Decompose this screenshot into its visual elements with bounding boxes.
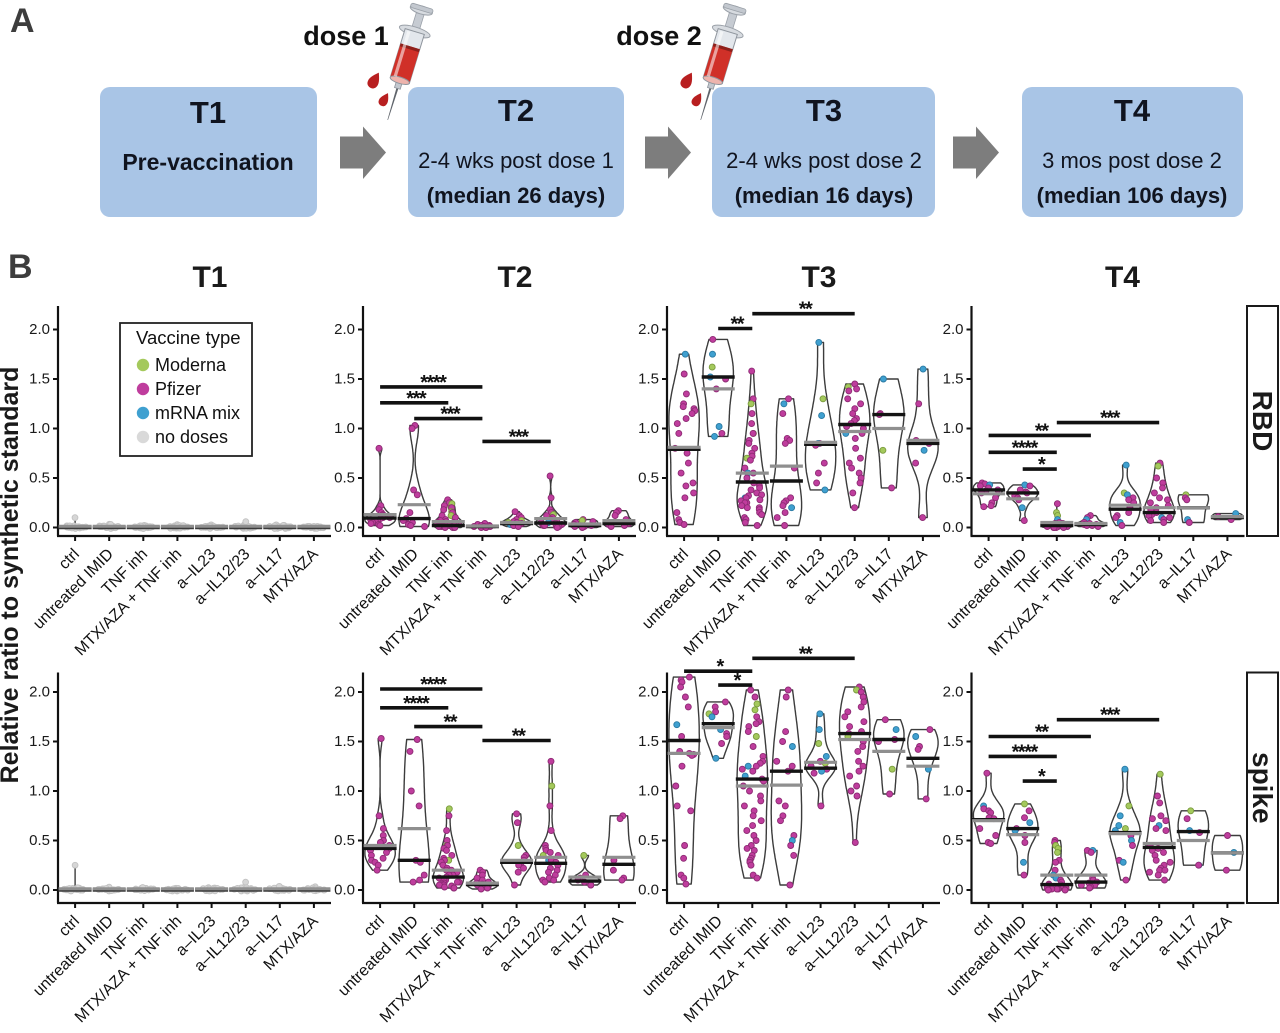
svg-text:Relative ratio to synthetic st: Relative ratio to synthetic standard <box>0 367 24 784</box>
svg-text:2.0: 2.0 <box>943 321 964 338</box>
svg-text:**: ** <box>512 726 526 748</box>
svg-text:T1: T1 <box>192 261 227 294</box>
svg-text:2.0: 2.0 <box>29 321 50 338</box>
svg-text:1.5: 1.5 <box>943 733 964 750</box>
svg-text:B: B <box>8 248 33 286</box>
svg-text:Moderna: Moderna <box>155 355 227 375</box>
svg-text:1.0: 1.0 <box>29 420 50 437</box>
svg-text:T1: T1 <box>190 95 226 130</box>
svg-text:T2: T2 <box>497 261 532 294</box>
svg-text:***: *** <box>509 426 530 448</box>
svg-text:0.0: 0.0 <box>638 882 659 899</box>
svg-text:**: ** <box>731 314 745 336</box>
svg-text:***: *** <box>406 388 427 410</box>
svg-text:T3: T3 <box>801 261 836 294</box>
svg-text:1.0: 1.0 <box>638 420 659 437</box>
svg-text:dose 1: dose 1 <box>303 21 389 51</box>
svg-text:****: **** <box>403 693 430 715</box>
svg-text:T3: T3 <box>806 93 842 128</box>
svg-text:1.0: 1.0 <box>943 420 964 437</box>
svg-text:**: ** <box>1035 420 1049 442</box>
svg-text:2-4 wks post dose 2: 2-4 wks post dose 2 <box>726 148 922 173</box>
svg-text:*: * <box>734 670 742 692</box>
svg-text:no doses: no doses <box>155 427 228 447</box>
svg-text:mRNA mix: mRNA mix <box>155 403 240 423</box>
svg-text:0.5: 0.5 <box>638 832 659 849</box>
svg-text:**: ** <box>799 299 813 321</box>
svg-text:0.5: 0.5 <box>334 470 355 487</box>
svg-text:Pre-vaccination: Pre-vaccination <box>122 149 293 175</box>
svg-text:1.0: 1.0 <box>334 783 355 800</box>
svg-text:1.5: 1.5 <box>29 733 50 750</box>
svg-text:0.0: 0.0 <box>943 519 964 536</box>
svg-text:****: **** <box>420 674 447 696</box>
svg-text:(median 16 days): (median 16 days) <box>735 183 914 208</box>
svg-text:2.0: 2.0 <box>638 684 659 701</box>
svg-text:0.0: 0.0 <box>29 519 50 536</box>
svg-text:0.5: 0.5 <box>29 470 50 487</box>
svg-text:2.0: 2.0 <box>334 684 355 701</box>
svg-text:1.0: 1.0 <box>943 783 964 800</box>
svg-text:****: **** <box>420 372 447 394</box>
svg-text:****: **** <box>1012 741 1039 763</box>
svg-text:1.0: 1.0 <box>29 783 50 800</box>
svg-text:2.0: 2.0 <box>638 321 659 338</box>
svg-text:1.5: 1.5 <box>638 733 659 750</box>
svg-text:***: *** <box>1100 705 1121 727</box>
svg-text:1.5: 1.5 <box>334 733 355 750</box>
svg-text:(median 26 days): (median 26 days) <box>427 183 606 208</box>
svg-text:0.0: 0.0 <box>334 882 355 899</box>
svg-text:2.0: 2.0 <box>29 684 50 701</box>
svg-text:***: *** <box>1100 408 1121 430</box>
svg-text:(median 106 days): (median 106 days) <box>1037 183 1228 208</box>
svg-text:0.0: 0.0 <box>943 882 964 899</box>
svg-text:***: *** <box>440 404 461 426</box>
svg-text:**: ** <box>1035 722 1049 744</box>
svg-text:1.0: 1.0 <box>638 783 659 800</box>
svg-text:1.5: 1.5 <box>334 371 355 388</box>
svg-text:RBD: RBD <box>1247 391 1278 452</box>
svg-text:0.5: 0.5 <box>29 832 50 849</box>
svg-text:1.5: 1.5 <box>29 371 50 388</box>
svg-text:0.5: 0.5 <box>334 832 355 849</box>
svg-text:Pfizer: Pfizer <box>155 379 201 399</box>
svg-text:1.5: 1.5 <box>943 371 964 388</box>
svg-text:*: * <box>1038 454 1046 476</box>
svg-text:0.5: 0.5 <box>638 470 659 487</box>
svg-text:T2: T2 <box>498 93 534 128</box>
svg-text:1.0: 1.0 <box>334 420 355 437</box>
svg-text:3 mos post dose 2: 3 mos post dose 2 <box>1042 148 1222 173</box>
svg-text:T4: T4 <box>1114 93 1151 128</box>
svg-text:2.0: 2.0 <box>943 684 964 701</box>
svg-text:*: * <box>1038 766 1046 788</box>
svg-text:A: A <box>10 2 35 40</box>
svg-text:0.0: 0.0 <box>29 882 50 899</box>
svg-text:Vaccine type: Vaccine type <box>136 327 241 348</box>
svg-text:0.0: 0.0 <box>638 519 659 536</box>
svg-text:0.5: 0.5 <box>943 832 964 849</box>
svg-text:dose 2: dose 2 <box>616 21 702 51</box>
svg-text:T4: T4 <box>1105 261 1140 294</box>
svg-text:**: ** <box>444 712 458 734</box>
svg-text:0.5: 0.5 <box>943 470 964 487</box>
svg-text:1.5: 1.5 <box>638 371 659 388</box>
svg-text:****: **** <box>1012 437 1039 459</box>
svg-text:0.0: 0.0 <box>334 519 355 536</box>
svg-text:*: * <box>717 656 725 678</box>
svg-text:2.0: 2.0 <box>334 321 355 338</box>
svg-text:2-4 wks post dose 1: 2-4 wks post dose 1 <box>418 148 614 173</box>
svg-text:spike: spike <box>1247 752 1278 824</box>
svg-text:**: ** <box>799 643 813 665</box>
